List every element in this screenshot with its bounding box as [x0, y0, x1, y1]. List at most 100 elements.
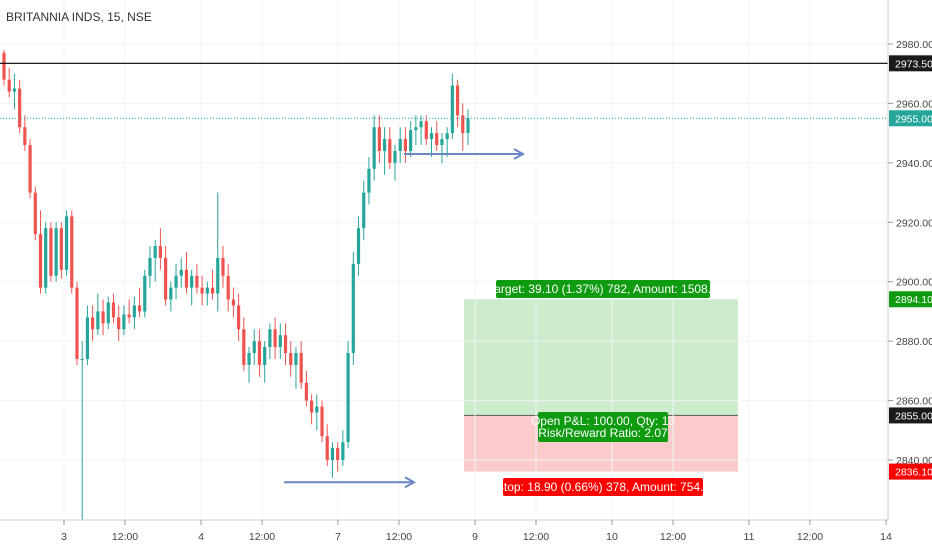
- candle: [7, 67, 11, 98]
- candle-body: [38, 234, 43, 288]
- plot-area[interactable]: [0, 0, 888, 520]
- candle: [289, 341, 293, 377]
- candle-body: [294, 353, 298, 365]
- pnl-label-text: Risk/Reward Ratio: 2.07: [538, 426, 668, 440]
- candle-body: [336, 448, 340, 460]
- candle: [64, 210, 69, 276]
- price-badge-bg: [889, 463, 932, 480]
- candle-body: [23, 127, 27, 146]
- candle-body: [164, 257, 168, 300]
- candle-body: [117, 317, 121, 330]
- candle: [70, 210, 74, 294]
- candle-body: [7, 79, 11, 92]
- candle: [461, 103, 465, 151]
- candle: [28, 139, 32, 199]
- candle: [382, 127, 387, 175]
- candle-body: [419, 121, 423, 128]
- candle-body: [33, 192, 37, 235]
- candle: [403, 127, 408, 163]
- candle-body: [273, 329, 277, 348]
- candle-body: [28, 145, 32, 193]
- candle-body: [2, 52, 6, 80]
- candle-body: [268, 329, 272, 348]
- candle-body: [226, 275, 230, 300]
- candle: [299, 341, 303, 389]
- candle: [85, 305, 90, 365]
- candle: [216, 192, 220, 312]
- candle: [80, 341, 84, 520]
- candle: [398, 127, 402, 163]
- y-tick-label: 2980.00: [896, 39, 932, 51]
- candle-body: [247, 353, 251, 365]
- candle-body: [341, 442, 345, 460]
- x-tick-label: 12:00: [660, 531, 686, 543]
- candle: [283, 323, 288, 365]
- candle-body: [242, 329, 246, 365]
- candle: [132, 296, 136, 330]
- candle-body: [127, 314, 131, 318]
- price-badge-bg: [889, 110, 932, 127]
- candle-body: [330, 448, 335, 460]
- candle-body: [263, 347, 267, 365]
- candle: [414, 115, 418, 146]
- price-badge: 2894.10: [895, 294, 932, 306]
- candle-body: [75, 287, 79, 359]
- candle: [33, 186, 37, 241]
- candle: [12, 73, 17, 110]
- candle-body: [210, 287, 215, 294]
- candle: [231, 287, 235, 318]
- candle: [435, 121, 439, 151]
- candle-body: [356, 228, 361, 264]
- candle: [38, 210, 43, 294]
- candle: [351, 252, 355, 365]
- candle-body: [455, 85, 460, 116]
- candle-body: [309, 400, 314, 413]
- x-tick-label: 9: [472, 531, 478, 543]
- candle: [445, 127, 449, 157]
- x-tick-label: 12:00: [249, 531, 275, 543]
- candle-body: [424, 121, 428, 140]
- candle-body: [393, 150, 397, 163]
- candle: [75, 281, 79, 365]
- candle-body: [362, 192, 366, 229]
- candle-body: [388, 139, 392, 163]
- candle-body: [299, 353, 303, 383]
- symbol-title: BRITANNIA INDS, 15, NSE: [6, 10, 152, 24]
- y-tick-label: 2860.00: [896, 396, 932, 408]
- candle: [148, 246, 152, 288]
- candle-body: [80, 358, 84, 360]
- candle-body: [44, 228, 48, 288]
- candle-body: [252, 341, 256, 354]
- candle-body: [435, 133, 439, 146]
- candle: [330, 442, 335, 478]
- candle-body: [106, 302, 110, 324]
- candle-body: [111, 302, 116, 318]
- candle: [257, 329, 262, 377]
- candle: [346, 341, 350, 449]
- price-badge: 2955.00: [895, 113, 932, 125]
- candle-body: [403, 139, 408, 151]
- arrow-head: [513, 148, 526, 160]
- candle-body: [372, 127, 376, 169]
- candle-body: [367, 168, 371, 193]
- candle-body: [54, 228, 58, 276]
- arrow-head: [404, 476, 417, 489]
- candle: [174, 263, 178, 300]
- candle: [309, 394, 314, 425]
- candle-body: [153, 246, 157, 258]
- candle-body: [85, 317, 90, 359]
- candle-body: [289, 353, 293, 365]
- candle-body: [190, 275, 194, 288]
- candle: [111, 293, 116, 324]
- candle-body: [257, 341, 262, 365]
- candle-body: [351, 263, 355, 354]
- candle: [226, 263, 230, 312]
- price-badge: 2855.00: [895, 410, 932, 422]
- candle: [101, 299, 105, 336]
- candle-body: [205, 287, 209, 294]
- y-tick-label: 2900.00: [896, 277, 932, 289]
- candle: [304, 370, 308, 407]
- candle-body: [466, 118, 470, 134]
- pnl-label-bg: [538, 412, 668, 442]
